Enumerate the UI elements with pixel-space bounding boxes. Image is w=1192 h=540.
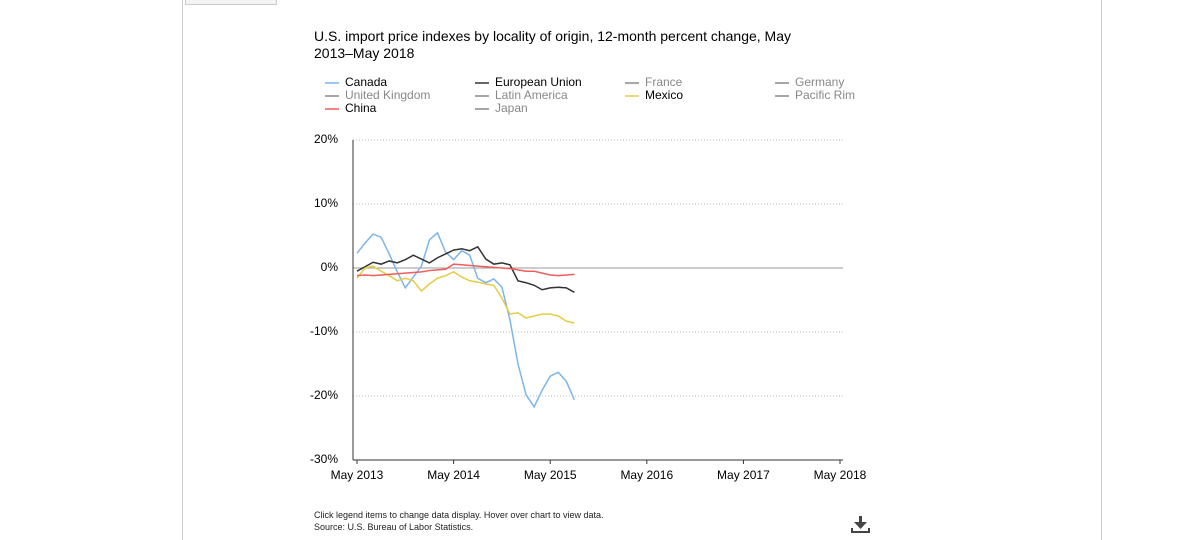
y-tick-label: -20% — [310, 388, 338, 402]
x-tick-label: May 2018 — [814, 468, 867, 482]
legend-label[interactable]: Japan — [495, 101, 528, 115]
note: Click legend items to change data displa… — [314, 510, 604, 520]
x-tick-label: May 2016 — [620, 468, 673, 482]
y-tick-label: 10% — [314, 196, 338, 210]
legend-label[interactable]: France — [645, 75, 683, 89]
source: Source: U.S. Bureau of Labor Statistics. — [314, 522, 474, 532]
legend-label[interactable]: Mexico — [645, 88, 683, 102]
legend-label[interactable]: China — [345, 101, 377, 115]
x-tick-label: May 2017 — [717, 468, 770, 482]
x-tick-label: May 2014 — [427, 468, 480, 482]
series-line — [356, 265, 575, 324]
y-tick-label: -30% — [310, 452, 338, 466]
legend-label[interactable]: Canada — [345, 75, 387, 89]
series-line — [356, 263, 575, 277]
x-tick-label: May 2015 — [524, 468, 577, 482]
download-icon[interactable] — [851, 516, 870, 533]
legend-label[interactable]: European Union — [495, 75, 582, 89]
legend-label[interactable]: Pacific Rim — [795, 88, 855, 102]
y-tick-label: -10% — [310, 324, 338, 338]
legend-label[interactable]: United Kingdom — [345, 88, 430, 102]
series-line — [356, 231, 576, 409]
legend-label[interactable]: Latin America — [495, 88, 568, 102]
tab[interactable] — [185, 0, 277, 5]
series-line — [356, 245, 575, 293]
x-tick-label: May 2013 — [331, 468, 384, 482]
frame — [182, 0, 1102, 540]
y-tick-label: 20% — [314, 132, 338, 146]
legend-label[interactable]: Germany — [795, 75, 844, 89]
chart-title: U.S. import price indexes by locality of… — [314, 28, 792, 61]
y-tick-label: 0% — [321, 260, 339, 274]
